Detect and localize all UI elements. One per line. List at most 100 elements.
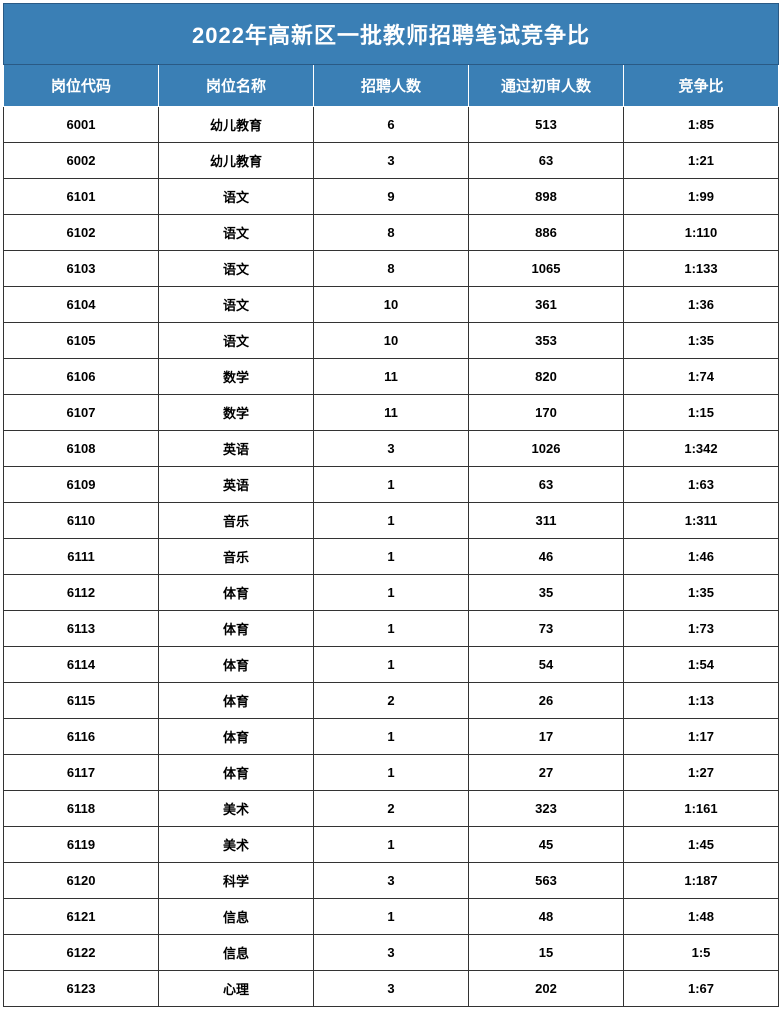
table-cell: 1:311 <box>624 503 779 539</box>
table-cell: 体育 <box>159 575 314 611</box>
table-cell: 1:133 <box>624 251 779 287</box>
table-cell: 361 <box>469 287 624 323</box>
table-row: 6101语文98981:99 <box>4 179 779 215</box>
table-cell: 信息 <box>159 899 314 935</box>
table-cell: 6121 <box>4 899 159 935</box>
table-cell: 1:35 <box>624 575 779 611</box>
table-cell: 6113 <box>4 611 159 647</box>
table-cell: 9 <box>314 179 469 215</box>
table-cell: 1 <box>314 539 469 575</box>
header-code: 岗位代码 <box>4 65 159 107</box>
table-cell: 信息 <box>159 935 314 971</box>
table-cell: 6002 <box>4 143 159 179</box>
table-cell: 6103 <box>4 251 159 287</box>
table-cell: 311 <box>469 503 624 539</box>
table-cell: 1 <box>314 467 469 503</box>
table-cell: 6119 <box>4 827 159 863</box>
table-cell: 1:27 <box>624 755 779 791</box>
table-row: 6104语文103611:36 <box>4 287 779 323</box>
table-cell: 353 <box>469 323 624 359</box>
table-row: 6118美术23231:161 <box>4 791 779 827</box>
table-cell: 3 <box>314 935 469 971</box>
table-cell: 音乐 <box>159 503 314 539</box>
table-cell: 202 <box>469 971 624 1007</box>
table-cell: 563 <box>469 863 624 899</box>
table-cell: 6105 <box>4 323 159 359</box>
table-cell: 心理 <box>159 971 314 1007</box>
table-cell: 6122 <box>4 935 159 971</box>
table-cell: 1065 <box>469 251 624 287</box>
table-cell: 1:45 <box>624 827 779 863</box>
header-pass: 通过初审人数 <box>469 65 624 107</box>
table-cell: 6111 <box>4 539 159 575</box>
table-cell: 1:74 <box>624 359 779 395</box>
table-cell: 1:21 <box>624 143 779 179</box>
table-cell: 6112 <box>4 575 159 611</box>
table-cell: 11 <box>314 395 469 431</box>
table-cell: 3 <box>314 971 469 1007</box>
table-cell: 数学 <box>159 395 314 431</box>
table-cell: 898 <box>469 179 624 215</box>
table-cell: 语文 <box>159 251 314 287</box>
table-row: 6103语文810651:133 <box>4 251 779 287</box>
table-row: 6107数学111701:15 <box>4 395 779 431</box>
table-cell: 54 <box>469 647 624 683</box>
table-cell: 语文 <box>159 323 314 359</box>
table-cell: 1:161 <box>624 791 779 827</box>
table-row: 6122信息3151:5 <box>4 935 779 971</box>
table-cell: 体育 <box>159 683 314 719</box>
table-cell: 6104 <box>4 287 159 323</box>
table-cell: 幼儿教育 <box>159 143 314 179</box>
table-cell: 6107 <box>4 395 159 431</box>
table-cell: 英语 <box>159 467 314 503</box>
table-row: 6120科学35631:187 <box>4 863 779 899</box>
table-cell: 27 <box>469 755 624 791</box>
table-cell: 音乐 <box>159 539 314 575</box>
table-cell: 10 <box>314 287 469 323</box>
table-cell: 8 <box>314 251 469 287</box>
table-cell: 6123 <box>4 971 159 1007</box>
table-row: 6110音乐13111:311 <box>4 503 779 539</box>
table-cell: 1:67 <box>624 971 779 1007</box>
table-cell: 1:54 <box>624 647 779 683</box>
table-cell: 6106 <box>4 359 159 395</box>
table-cell: 1:35 <box>624 323 779 359</box>
table-row: 6106数学118201:74 <box>4 359 779 395</box>
table-cell: 6118 <box>4 791 159 827</box>
table-cell: 1:15 <box>624 395 779 431</box>
table-cell: 体育 <box>159 611 314 647</box>
table-row: 6123心理32021:67 <box>4 971 779 1007</box>
table-row: 6113体育1731:73 <box>4 611 779 647</box>
table-cell: 1:99 <box>624 179 779 215</box>
table-cell: 1:13 <box>624 683 779 719</box>
table-cell: 6108 <box>4 431 159 467</box>
table-cell: 1 <box>314 755 469 791</box>
table-cell: 6120 <box>4 863 159 899</box>
table-cell: 6115 <box>4 683 159 719</box>
table-cell: 1:342 <box>624 431 779 467</box>
table-row: 6115体育2261:13 <box>4 683 779 719</box>
table-cell: 1 <box>314 503 469 539</box>
table-cell: 1 <box>314 827 469 863</box>
table-cell: 体育 <box>159 755 314 791</box>
table-cell: 1:85 <box>624 107 779 143</box>
table-cell: 1 <box>314 611 469 647</box>
table-cell: 6117 <box>4 755 159 791</box>
table-cell: 语文 <box>159 215 314 251</box>
table-cell: 6001 <box>4 107 159 143</box>
table-cell: 170 <box>469 395 624 431</box>
table-cell: 3 <box>314 863 469 899</box>
table-cell: 美术 <box>159 827 314 863</box>
table-row: 6117体育1271:27 <box>4 755 779 791</box>
table-row: 6116体育1171:17 <box>4 719 779 755</box>
table-cell: 3 <box>314 431 469 467</box>
table-cell: 1 <box>314 719 469 755</box>
table-cell: 35 <box>469 575 624 611</box>
header-row: 岗位代码 岗位名称 招聘人数 通过初审人数 竞争比 <box>4 65 779 107</box>
table-cell: 63 <box>469 143 624 179</box>
header-ratio: 竞争比 <box>624 65 779 107</box>
table-cell: 6102 <box>4 215 159 251</box>
table-cell: 26 <box>469 683 624 719</box>
table-row: 6114体育1541:54 <box>4 647 779 683</box>
table-cell: 1026 <box>469 431 624 467</box>
